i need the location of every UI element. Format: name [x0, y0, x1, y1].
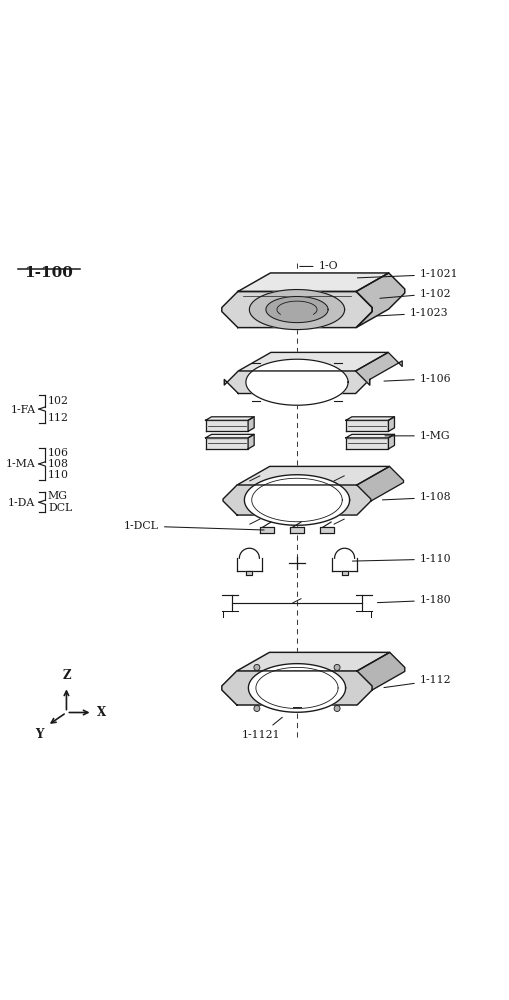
- Text: 1-108: 1-108: [382, 492, 450, 502]
- Polygon shape: [224, 371, 369, 393]
- Text: 1-110: 1-110: [352, 554, 450, 564]
- Circle shape: [253, 705, 260, 711]
- Circle shape: [333, 664, 340, 670]
- Text: Z: Z: [62, 669, 71, 682]
- Text: Y: Y: [35, 728, 43, 741]
- Text: 1-FA: 1-FA: [10, 405, 35, 415]
- Text: 1-1021: 1-1021: [357, 269, 458, 279]
- Text: 110: 110: [48, 470, 69, 480]
- Text: 112: 112: [48, 413, 69, 423]
- Polygon shape: [355, 352, 402, 385]
- Text: 1-MA: 1-MA: [6, 459, 35, 469]
- Text: 1-1023: 1-1023: [377, 308, 447, 318]
- Polygon shape: [205, 438, 248, 449]
- Polygon shape: [246, 571, 252, 575]
- Text: 1-112: 1-112: [383, 675, 450, 688]
- Polygon shape: [205, 420, 248, 431]
- Polygon shape: [388, 417, 393, 431]
- Polygon shape: [249, 290, 344, 330]
- Circle shape: [333, 705, 340, 711]
- Text: DCL: DCL: [48, 503, 72, 513]
- Text: 1-1121: 1-1121: [241, 717, 282, 740]
- Circle shape: [253, 664, 260, 670]
- Polygon shape: [248, 417, 253, 431]
- Polygon shape: [345, 438, 388, 449]
- Polygon shape: [356, 652, 404, 690]
- Text: 106: 106: [48, 448, 69, 458]
- Polygon shape: [345, 420, 388, 431]
- Polygon shape: [320, 527, 333, 533]
- Polygon shape: [237, 466, 389, 485]
- Polygon shape: [345, 417, 393, 420]
- Polygon shape: [290, 527, 303, 533]
- Polygon shape: [221, 292, 372, 328]
- Text: 1-DA: 1-DA: [8, 498, 35, 508]
- Text: 1-MG: 1-MG: [384, 431, 449, 441]
- Polygon shape: [236, 652, 389, 671]
- Text: 108: 108: [48, 459, 69, 469]
- Polygon shape: [265, 296, 327, 323]
- Polygon shape: [205, 434, 253, 438]
- Text: MG: MG: [48, 491, 68, 501]
- Text: X: X: [96, 706, 105, 719]
- Text: 1-100: 1-100: [24, 266, 73, 280]
- Polygon shape: [260, 527, 273, 533]
- Text: 1-102: 1-102: [379, 289, 450, 299]
- Text: 1-O: 1-O: [299, 261, 337, 271]
- Text: 1-DCL: 1-DCL: [124, 521, 264, 531]
- Polygon shape: [205, 417, 253, 420]
- Polygon shape: [221, 671, 372, 705]
- Text: 1-180: 1-180: [377, 595, 450, 605]
- Text: 1-106: 1-106: [383, 374, 450, 384]
- Polygon shape: [388, 434, 393, 449]
- Polygon shape: [248, 664, 345, 712]
- Polygon shape: [237, 273, 388, 292]
- Polygon shape: [238, 352, 387, 371]
- Polygon shape: [222, 485, 370, 515]
- Polygon shape: [355, 273, 404, 328]
- Text: 102: 102: [48, 396, 69, 406]
- Polygon shape: [245, 359, 348, 405]
- Polygon shape: [341, 571, 347, 575]
- Polygon shape: [244, 475, 349, 525]
- Polygon shape: [356, 466, 403, 501]
- Polygon shape: [248, 434, 253, 449]
- Polygon shape: [345, 434, 393, 438]
